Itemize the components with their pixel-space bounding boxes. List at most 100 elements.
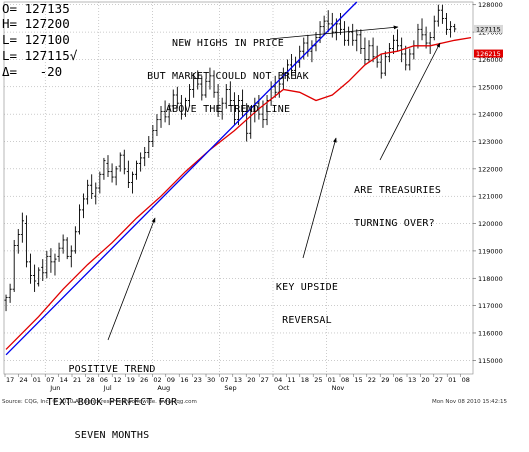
annotation-line: REVERSAL	[282, 315, 332, 326]
price-bar	[359, 29, 363, 54]
price-bar	[342, 21, 347, 46]
date-tick-label: 23	[194, 376, 202, 384]
price-bar	[338, 12, 343, 35]
price-tick-label: 125000	[478, 83, 503, 91]
price-bar	[444, 12, 449, 35]
price-bar	[45, 250, 49, 279]
date-tick-label: 16	[180, 376, 188, 384]
price-bar	[110, 163, 114, 183]
month-label: Oct	[278, 384, 290, 392]
price-bar	[224, 84, 228, 109]
annotation-line: TEXT-BOOK PERFECT FOR	[46, 397, 178, 408]
date-tick-label: 19	[127, 376, 135, 384]
arrow-key-reversal	[302, 137, 337, 259]
price-bar	[314, 32, 318, 52]
price-tick-label: 118000	[478, 275, 503, 283]
date-tick-label: 27	[435, 376, 443, 384]
price-bar	[245, 103, 249, 142]
annotation-line: SEVEN MONTHS	[74, 430, 150, 441]
date-tick-label: 01	[33, 376, 41, 384]
price-bar	[363, 37, 367, 65]
arrow-treasuries	[379, 42, 441, 161]
date-tick-label: 27	[261, 376, 269, 384]
arrow-new-highs	[269, 25, 399, 40]
annotation-treasuries: ARE TREASURIES TURNING OVER?	[354, 163, 441, 240]
price-bar	[183, 97, 188, 117]
price-bar	[347, 26, 351, 46]
price-bar	[118, 152, 122, 172]
price-bar	[440, 4, 445, 24]
price-bar	[298, 45, 302, 68]
date-tick-label: 18	[301, 376, 309, 384]
price-tick-label: 115000	[478, 357, 503, 365]
price-bar	[61, 234, 65, 254]
price-bar	[432, 15, 436, 41]
price-bar	[204, 78, 208, 98]
price-bar	[175, 86, 179, 109]
date-tick-label: 12	[113, 376, 121, 384]
price-bar	[383, 51, 387, 76]
price-tick-label: 120000	[478, 220, 503, 228]
date-tick-label: 13	[408, 376, 416, 384]
arrow-positive-trend	[107, 217, 156, 341]
date-tick-label: 21	[73, 376, 81, 384]
price-tick-label: 128000	[478, 1, 503, 9]
price-bar	[4, 294, 8, 312]
month-label: Jun	[49, 384, 60, 392]
price-bar	[436, 4, 440, 27]
price-bar	[20, 212, 24, 243]
price-bar	[94, 182, 98, 205]
price-bar	[273, 75, 277, 98]
price-bar	[98, 171, 102, 194]
price-bars	[4, 4, 457, 312]
readout-low: L= 127100	[2, 32, 70, 47]
readout-last: L= 127115√	[2, 48, 78, 63]
trend-line	[5, 1, 358, 356]
price-bar	[37, 267, 41, 287]
date-tick-label: 22	[368, 376, 376, 384]
annotation-positive-trend: POSITIVE TREND TEXT-BOOK PERFECT FOR SEV…	[22, 342, 202, 452]
price-bar	[453, 23, 457, 33]
price-bar	[192, 73, 196, 98]
month-label: Aug	[157, 384, 170, 392]
date-tick-label: 13	[234, 376, 242, 384]
annotation-new-highs: NEW HIGHS IN PRICE BUT MARKET COULD NOT …	[108, 16, 348, 126]
readout-high: H= 127200	[2, 16, 70, 31]
date-tick-label: 29	[381, 376, 389, 384]
price-bar	[69, 245, 73, 268]
date-tick-label: 01	[328, 376, 336, 384]
price-bar	[200, 75, 204, 101]
price-bar	[240, 89, 245, 117]
price-bar	[139, 152, 143, 172]
price-tick-label: 116000	[478, 329, 503, 337]
price-bar	[12, 239, 16, 292]
price-tick-label: 126000	[478, 56, 503, 64]
ma-price-tag-label: 126215	[476, 50, 501, 58]
price-bar	[77, 204, 82, 235]
price-bar	[281, 67, 285, 90]
price-bar	[395, 29, 400, 52]
date-tick-label: 26	[140, 376, 148, 384]
price-bar	[106, 155, 110, 178]
price-bar	[65, 237, 69, 260]
annotation-line: ABOVE THE TREND LINE	[165, 104, 291, 115]
date-tick-label: 07	[46, 376, 54, 384]
price-bar	[81, 193, 86, 219]
date-tick-label: 07	[220, 376, 228, 384]
month-label: Sep	[224, 384, 236, 392]
price-bar	[147, 136, 151, 158]
price-bar	[122, 149, 126, 175]
price-bar	[228, 81, 232, 106]
price-bar	[216, 84, 220, 117]
price-bar	[187, 84, 192, 106]
price-bar	[102, 157, 106, 180]
annotation-line: BUT MARKET COULD NOT BREAK	[147, 71, 309, 82]
price-bar	[159, 105, 163, 128]
price-bar	[420, 18, 424, 41]
date-tick-label: 08	[462, 376, 470, 384]
price-bar	[167, 103, 171, 126]
price-bar	[391, 34, 396, 54]
annotation-arrows	[107, 25, 441, 341]
price-tick-label: 124000	[478, 111, 503, 119]
price-tick-label: 122000	[478, 165, 503, 173]
